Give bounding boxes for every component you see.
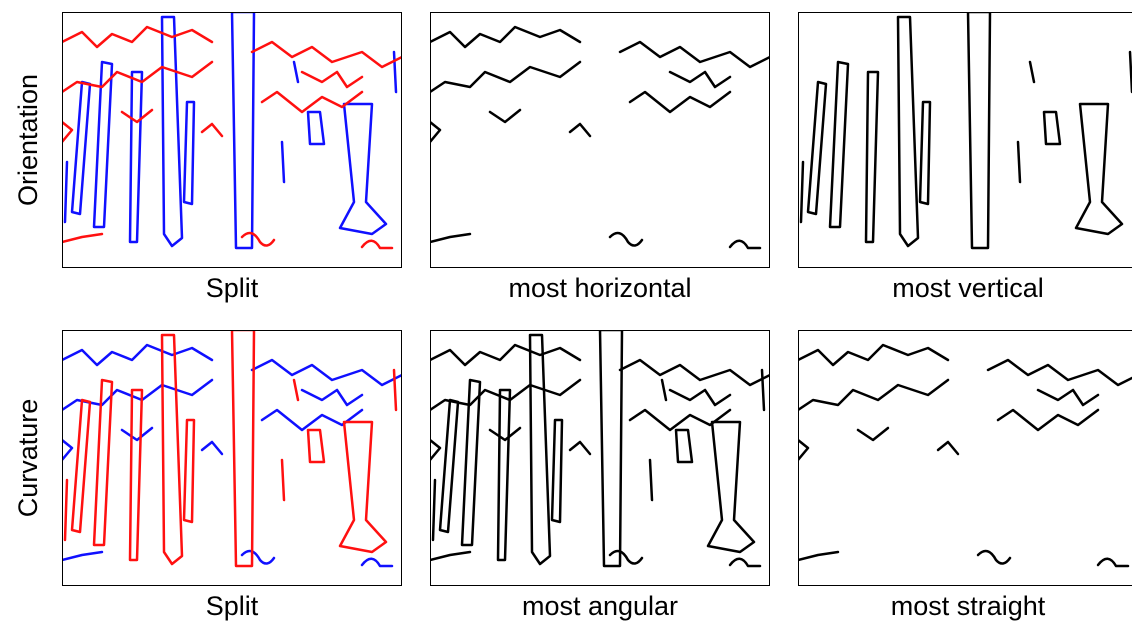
row-label: Orientation [13, 74, 43, 206]
edge-map [430, 330, 770, 566]
panel-frame [431, 13, 770, 268]
row-label: Curvature [13, 399, 43, 518]
panel [62, 330, 402, 586]
panel-caption: most angular [522, 591, 678, 621]
edge-strokes [430, 27, 770, 248]
panel-caption: most vertical [892, 273, 1044, 303]
panel-caption: most horizontal [508, 273, 691, 303]
edge-strokes [433, 330, 764, 566]
edge-strokes [65, 330, 396, 566]
edge-strokes [801, 12, 1132, 248]
panel-frame [799, 331, 1132, 586]
edge-strokes [798, 345, 1132, 566]
panel-caption: most straight [891, 591, 1046, 621]
edge-strokes [65, 12, 396, 248]
page: Orientation Split most horizontal most vert… [0, 0, 1132, 628]
panel [798, 331, 1132, 586]
figure: Orientation Split most horizontal most vert… [0, 0, 1132, 628]
edge-map [62, 330, 402, 566]
panel-caption: Split [206, 273, 259, 303]
edge-map [801, 12, 1132, 248]
edge-map [430, 27, 770, 248]
panel [799, 12, 1132, 268]
panel [430, 330, 770, 586]
edge-map [62, 12, 402, 248]
panel-caption: Split [206, 591, 259, 621]
panel [62, 12, 402, 268]
edge-map [798, 345, 1132, 566]
panel [430, 13, 770, 268]
